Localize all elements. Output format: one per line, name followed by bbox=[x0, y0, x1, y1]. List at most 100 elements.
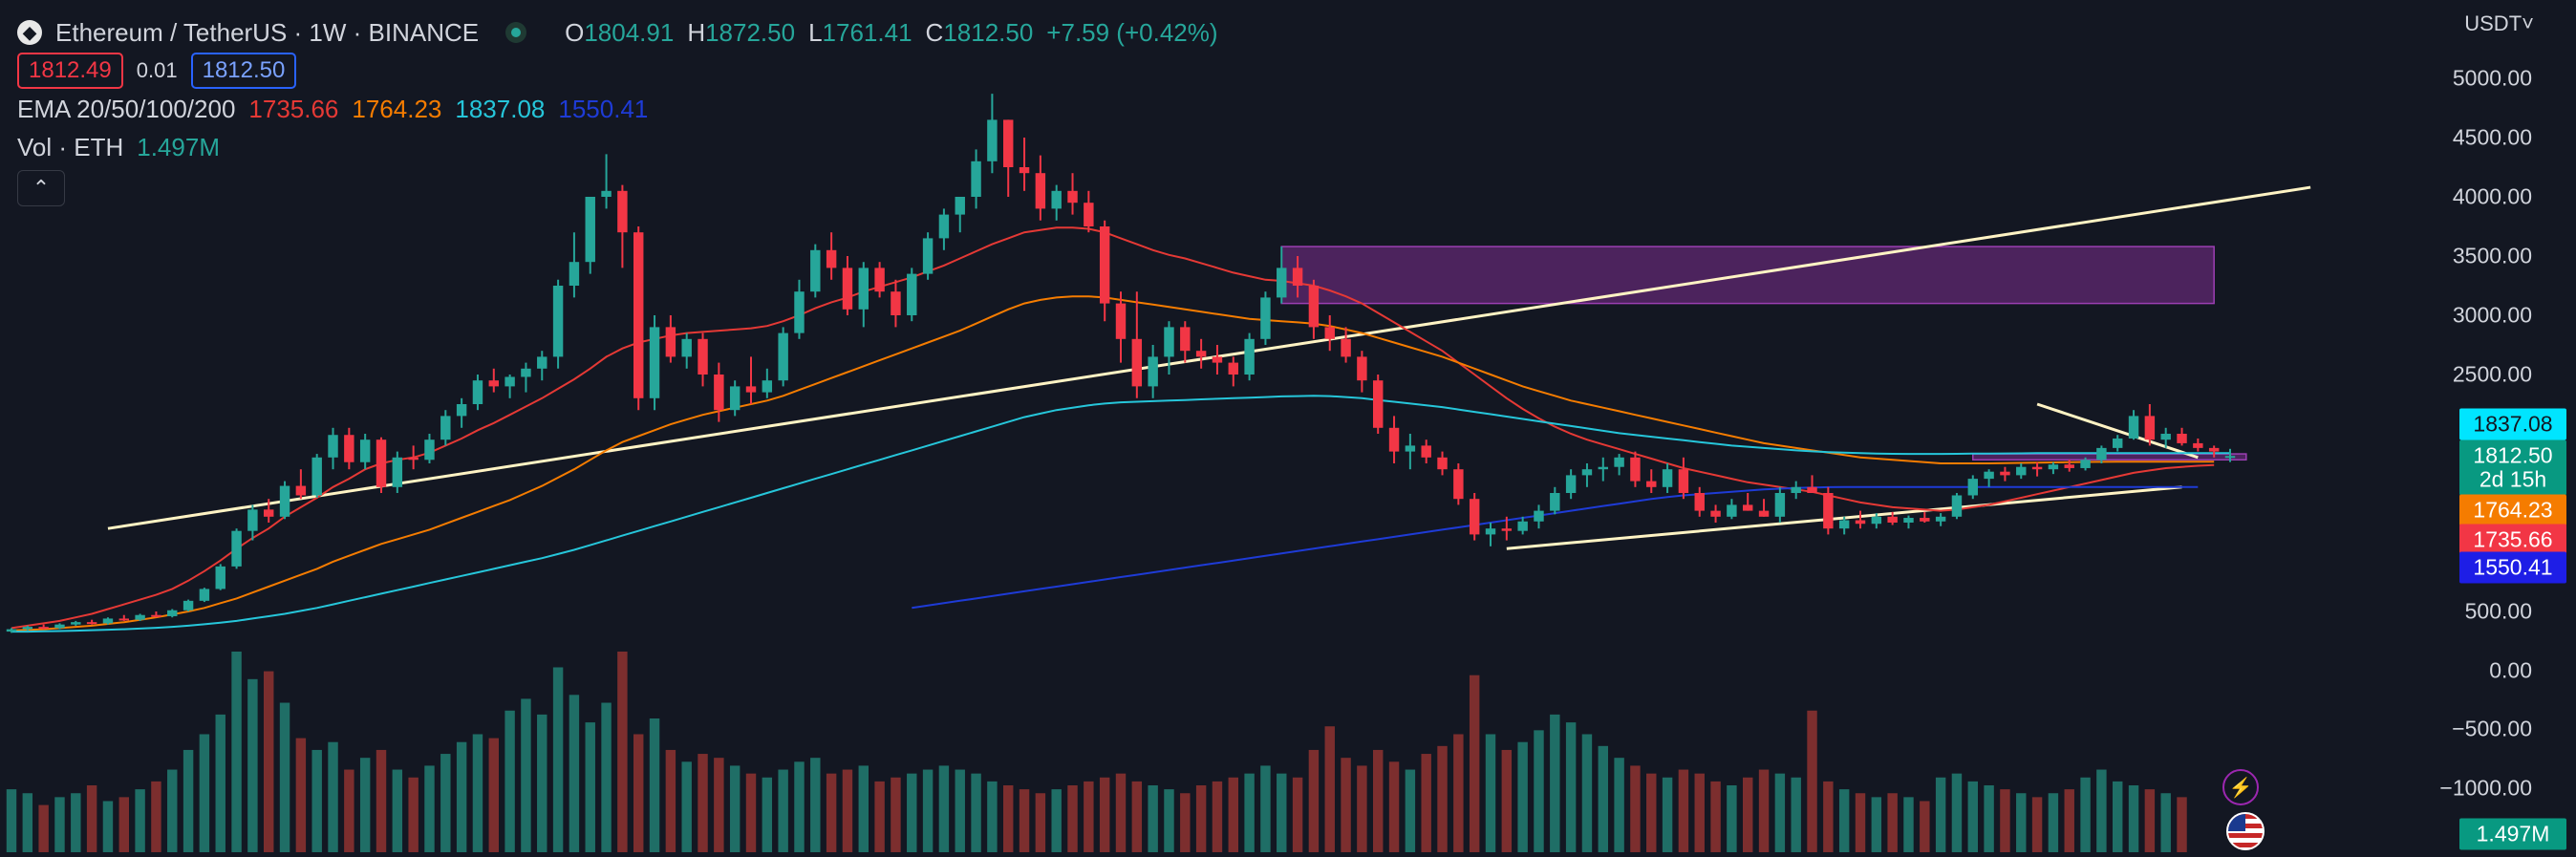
candle-body bbox=[408, 457, 419, 461]
candle-body bbox=[1534, 510, 1544, 522]
volume-bar bbox=[778, 769, 788, 852]
volume-bar bbox=[601, 702, 612, 852]
candle bbox=[328, 427, 338, 470]
volume-bar bbox=[633, 734, 644, 852]
volume-bar bbox=[1277, 773, 1287, 852]
volume-bar bbox=[1003, 785, 1014, 852]
candle bbox=[729, 380, 741, 417]
candle-body bbox=[826, 249, 837, 268]
price-axis-tick: 0.00 bbox=[2489, 657, 2532, 683]
us-flag-icon[interactable] bbox=[2226, 812, 2265, 850]
candle bbox=[2193, 438, 2203, 452]
chart-legend: ◆ Ethereum / TetherUS · 1W · BINANCE O18… bbox=[17, 13, 1218, 206]
volume-bar bbox=[1084, 781, 1094, 852]
candle-body bbox=[714, 375, 724, 411]
volume-bar bbox=[1357, 765, 1367, 852]
candle bbox=[521, 362, 531, 393]
symbol-row[interactable]: ◆ Ethereum / TetherUS · 1W · BINANCE O18… bbox=[17, 13, 1218, 52]
volume-bar bbox=[842, 769, 853, 852]
candle-body bbox=[2128, 416, 2139, 439]
volume-bar bbox=[617, 652, 628, 852]
candle-body bbox=[54, 624, 65, 629]
volume-bar bbox=[2096, 769, 2107, 852]
candle-body bbox=[891, 291, 901, 315]
volume-bar bbox=[1308, 749, 1320, 852]
volume-bar bbox=[1517, 741, 1528, 852]
symbol-title[interactable]: Ethereum / TetherUS · 1W · BINANCE bbox=[55, 17, 480, 47]
volume-indicator-label[interactable]: Vol · ETH bbox=[17, 132, 124, 161]
candle-body bbox=[1228, 362, 1238, 375]
candle-body bbox=[874, 268, 885, 292]
candle bbox=[344, 427, 354, 470]
candle bbox=[1758, 499, 1770, 517]
candle-body bbox=[2160, 434, 2171, 440]
candle bbox=[938, 208, 950, 250]
candle bbox=[504, 375, 515, 398]
candle-body bbox=[295, 485, 307, 496]
candle-body bbox=[1935, 516, 1946, 522]
volume-bar bbox=[987, 781, 998, 852]
candle-body bbox=[247, 509, 258, 531]
candle-body bbox=[1920, 518, 1930, 522]
volume-bar bbox=[38, 804, 49, 852]
price-tag: 1764.23 bbox=[2459, 494, 2566, 526]
volume-legend-row[interactable]: Vol · ETH 1.497M bbox=[17, 128, 1218, 166]
candle-body bbox=[1244, 338, 1255, 375]
volume-bar bbox=[1807, 710, 1817, 852]
candle bbox=[1823, 486, 1834, 535]
volume-bar bbox=[2177, 797, 2187, 852]
candle bbox=[1324, 315, 1335, 352]
candle bbox=[601, 154, 612, 209]
candle bbox=[311, 454, 322, 498]
volume-bar bbox=[698, 754, 708, 852]
volume-bar bbox=[537, 714, 547, 852]
ema-legend-row[interactable]: EMA 20/50/100/200 1735.66 1764.23 1837.0… bbox=[17, 90, 1218, 128]
candle-body bbox=[762, 380, 773, 393]
price-axis-tick: 500.00 bbox=[2464, 598, 2532, 624]
candle-body bbox=[1807, 486, 1817, 493]
volume-bar bbox=[1791, 777, 1801, 852]
sell-button[interactable]: 1812.49 bbox=[17, 53, 123, 89]
volume-bar bbox=[344, 769, 354, 852]
candle-body bbox=[1598, 466, 1608, 470]
candle bbox=[1019, 138, 1030, 191]
volume-bar bbox=[1774, 773, 1786, 852]
volume-bars bbox=[6, 652, 2187, 852]
volume-bar bbox=[1614, 758, 1624, 852]
lightning-icon[interactable]: ⚡ bbox=[2222, 769, 2259, 805]
volume-bar bbox=[1373, 749, 1384, 852]
volume-bar bbox=[1903, 797, 1914, 852]
candle bbox=[922, 232, 934, 280]
volume-bar bbox=[1324, 726, 1335, 852]
buy-button[interactable]: 1812.50 bbox=[190, 53, 297, 89]
candle bbox=[6, 628, 17, 633]
price-axis-tick: −1000.00 bbox=[2439, 775, 2532, 801]
candle-body bbox=[376, 439, 387, 487]
volume-bar bbox=[86, 785, 97, 852]
candle-body bbox=[1277, 268, 1287, 298]
volume-bar bbox=[1984, 785, 1994, 852]
candle-body bbox=[1003, 119, 1014, 167]
volume-bar bbox=[1421, 754, 1431, 852]
volume-tag: 1.497M bbox=[2459, 818, 2566, 850]
candle bbox=[135, 613, 145, 621]
collapse-legend-button[interactable]: ⌃ bbox=[17, 170, 65, 206]
candle bbox=[2096, 445, 2107, 463]
candle-body bbox=[182, 600, 194, 611]
candle-body bbox=[858, 268, 869, 310]
ema-indicator-label[interactable]: EMA 20/50/100/200 bbox=[17, 94, 236, 123]
currency-selector[interactable]: USDT˅ bbox=[2464, 11, 2534, 35]
candle bbox=[38, 624, 49, 630]
candle-body bbox=[1019, 167, 1030, 174]
volume-bar bbox=[71, 793, 81, 852]
supply-demand-zones bbox=[1280, 246, 2247, 461]
candle-body bbox=[1324, 327, 1335, 339]
volume-bar bbox=[922, 769, 934, 852]
candle bbox=[1743, 493, 1753, 511]
price-axis-tick: 5000.00 bbox=[2452, 65, 2532, 91]
candle-body bbox=[1437, 457, 1448, 470]
trade-row: 1812.49 0.01 1812.50 bbox=[17, 52, 1218, 90]
candle-body bbox=[552, 286, 564, 357]
